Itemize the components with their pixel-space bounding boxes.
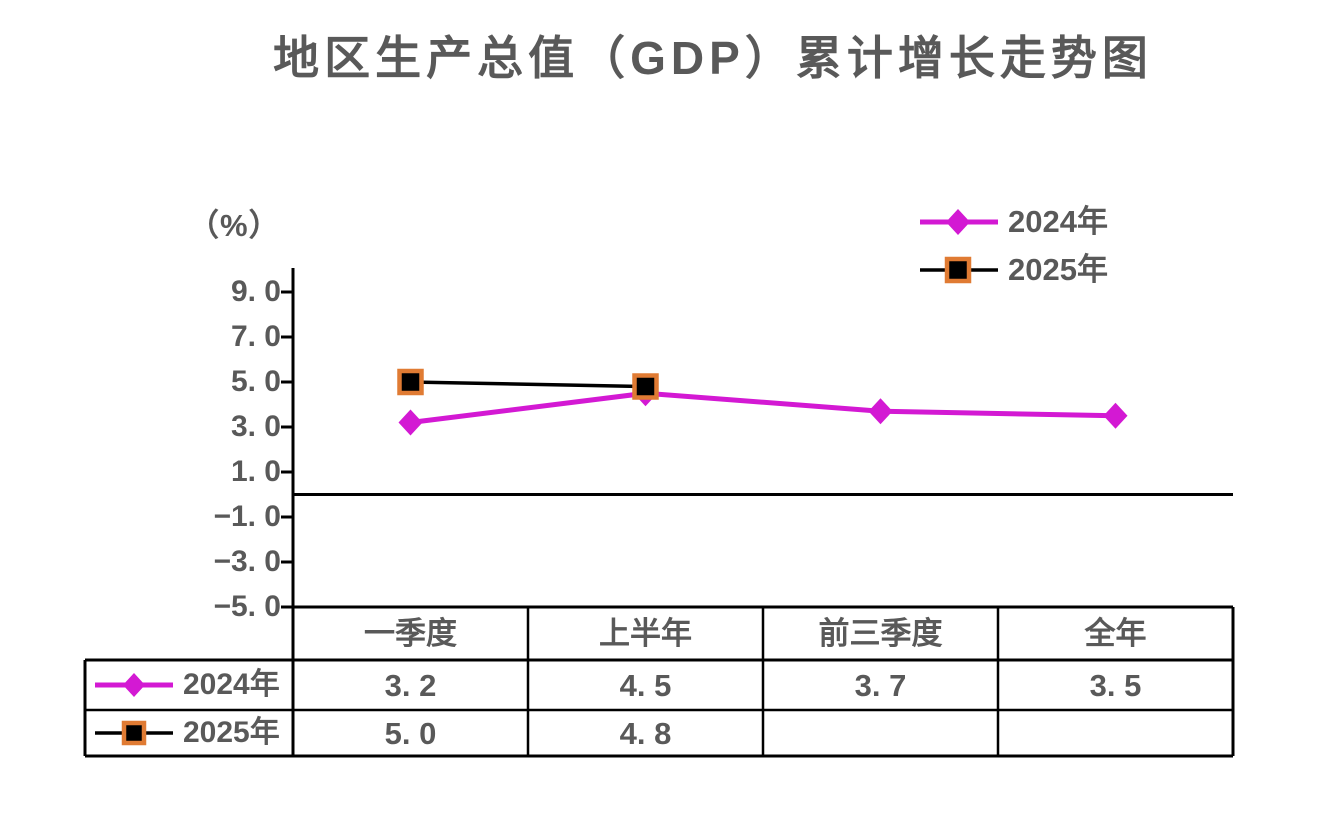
- diamond-marker-icon: [868, 398, 893, 425]
- table-key-2025: [95, 720, 173, 746]
- y-axis-tick-label: −5. 0: [213, 590, 281, 623]
- legend-label-2024: 2024年: [1008, 204, 1108, 239]
- table-column-header: 全年: [1084, 616, 1147, 651]
- series-line-2025年: [410, 380, 646, 389]
- table-row-label-2024: 2024年: [183, 668, 280, 701]
- y-axis-tick-label: −1. 0: [213, 500, 281, 533]
- table-column-header: 一季度: [364, 616, 457, 651]
- table-cell-value: 3. 5: [1089, 668, 1142, 703]
- data-table-grid: [83, 605, 1235, 758]
- y-axis-tick-label: 9. 0: [230, 275, 281, 308]
- table-cell-value: 5. 0: [384, 716, 437, 751]
- diamond-marker-icon: [946, 209, 970, 235]
- y-axis-tick-label: 7. 0: [230, 320, 281, 353]
- table-row-label-2025: 2025年: [183, 716, 280, 749]
- square-marker-icon: [397, 368, 424, 396]
- y-axis-tick-label: 1. 0: [230, 455, 281, 488]
- table-column-header: 上半年: [599, 616, 692, 651]
- table-cell-value: 4. 8: [619, 716, 672, 751]
- square-marker-icon: [632, 373, 659, 400]
- legend-label-2025: 2025年: [1008, 252, 1108, 287]
- table-key-2024: [95, 673, 173, 697]
- y-axis-unit-label: （%）: [188, 208, 281, 243]
- table-cell-value: 4. 5: [619, 668, 672, 703]
- y-axis-tick-label: 3. 0: [230, 410, 281, 443]
- legend-key-2025: [920, 256, 998, 284]
- series-line-2024年: [410, 390, 1116, 425]
- chart-title: 地区生产总值（GDP）累计增长走势图: [273, 32, 1153, 84]
- diamond-marker-icon: [1103, 402, 1128, 429]
- diamond-marker-icon: [398, 409, 423, 436]
- y-axis-tick-label: 5. 0: [230, 365, 281, 398]
- square-marker-icon: [944, 256, 972, 284]
- diamond-marker-icon: [123, 673, 145, 697]
- table-column-header: 前三季度: [818, 616, 943, 651]
- table-cell-value: 3. 2: [384, 668, 437, 703]
- y-axis-tick-label: −3. 0: [213, 545, 281, 578]
- series-group: [397, 368, 1128, 436]
- square-marker-icon: [121, 720, 147, 746]
- table-cell-value: 3. 7: [854, 668, 907, 703]
- legend-key-2024: [920, 209, 998, 235]
